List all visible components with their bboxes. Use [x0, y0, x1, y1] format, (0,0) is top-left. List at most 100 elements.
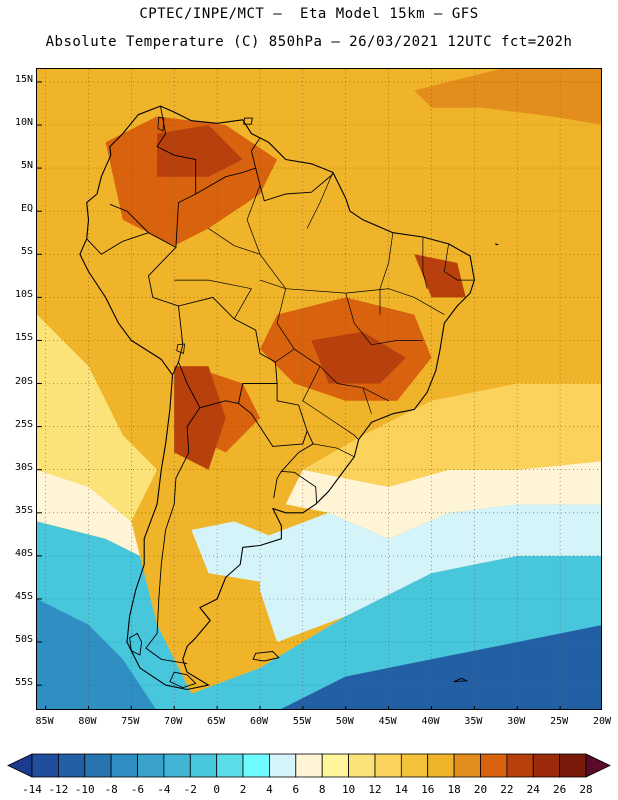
field-pacific-band-10 — [37, 314, 158, 522]
colorbar-tick-label: -2 — [183, 783, 197, 796]
colorbar-swatch — [321, 753, 350, 778]
field-atlantic-cool-4 — [260, 504, 601, 643]
colorbar-swatch — [506, 753, 534, 778]
country-border — [195, 137, 261, 195]
country-border — [273, 471, 282, 499]
colorbar-swatch — [84, 753, 112, 778]
colorbar-low-arrow — [7, 753, 33, 778]
temperature-fields — [37, 69, 601, 709]
field-pampas-cool — [191, 521, 278, 582]
colorbar-tick-label: 20 — [473, 783, 488, 796]
colorbar-tick-label: 16 — [421, 783, 435, 796]
colorbar-swatch — [110, 753, 138, 778]
colorbar-swatch — [480, 753, 508, 778]
map-panel — [36, 68, 602, 710]
lon-tick-label: 25W — [550, 716, 569, 727]
continent-coastline — [79, 105, 475, 691]
lon-tick-label: 45W — [378, 716, 397, 727]
lon-tick-label: 60W — [249, 716, 268, 727]
colorbar-swatch — [216, 753, 244, 778]
lat-tick-label: 40S — [14, 547, 33, 559]
colorbar-swatch — [31, 753, 59, 778]
state-border — [306, 172, 334, 229]
lon-tick-label: 75W — [121, 716, 140, 727]
colorbar-tick-label: -12 — [48, 783, 69, 796]
field-brazil-hot-24 — [311, 331, 406, 384]
colorbar-tick-label: 14 — [394, 783, 408, 796]
colorbar-tick-label: -4 — [157, 783, 171, 796]
colorbar-tick-label: -14 — [22, 783, 42, 796]
colorbar-swatch — [163, 753, 191, 778]
state-border — [313, 443, 355, 458]
colorbar-tick-label: 18 — [447, 783, 461, 796]
title-model: CPTEC/INPE/MCT – Eta Model 15km – GFS — [139, 6, 479, 22]
lat-tick-label: 20S — [14, 375, 33, 387]
lat-tick-label: 5S — [20, 246, 33, 258]
lat-tick-label: 35S — [14, 504, 33, 516]
island-outline — [169, 671, 197, 689]
country-border — [145, 407, 201, 665]
state-border — [422, 237, 428, 289]
field-atlantic-cool-6 — [285, 461, 601, 539]
colorbar — [7, 753, 611, 778]
lat-tick-label: 45S — [14, 590, 33, 602]
colorbar-tick-label: 0 — [213, 783, 220, 796]
lon-tick-label: 55W — [292, 716, 311, 727]
state-border — [208, 228, 261, 255]
state-border — [443, 243, 475, 281]
island-outline — [453, 677, 469, 683]
colorbar-tick-label: 8 — [318, 783, 326, 796]
colorbar-swatch — [268, 753, 297, 778]
state-border — [302, 366, 359, 440]
lat-tick-label: 30S — [14, 461, 33, 473]
colorbar-tick-label: 2 — [239, 783, 247, 796]
colorbar-swatch — [348, 753, 376, 778]
lon-tick-label: 85W — [35, 716, 54, 727]
lon-tick-label: 80W — [78, 716, 97, 727]
colorbar-swatch — [532, 753, 561, 778]
colorbar-tick-label: 22 — [500, 783, 514, 796]
lon-tick-label: 30W — [507, 716, 526, 727]
colorbar-swatch — [400, 753, 429, 778]
lake-outline — [176, 343, 185, 354]
field-andes-hot-24 — [174, 366, 226, 470]
lat-tick-label: 15S — [14, 332, 33, 344]
colorbar-tick-label: -8 — [104, 783, 118, 796]
lat-tick-label: 5N — [20, 160, 33, 172]
lat-tick-label: 10S — [14, 289, 33, 301]
lat-tick-label: 15N — [14, 73, 33, 85]
colorbar-tick-label: 10 — [341, 783, 356, 796]
island-outline — [494, 243, 500, 246]
country-border — [255, 167, 334, 202]
field-northeast-hot-24 — [414, 254, 466, 298]
field-southern-ocean-minus8 — [281, 625, 601, 709]
state-border — [174, 279, 252, 320]
map-svg — [37, 69, 601, 709]
state-border — [379, 232, 394, 315]
field-southern-ocean-minus4 — [37, 599, 156, 709]
state-border — [362, 387, 372, 414]
colorbar-swatch — [374, 753, 402, 778]
state-border — [345, 293, 423, 346]
colorbar-tick-label: 12 — [368, 783, 382, 796]
lake-outline — [157, 116, 165, 132]
lat-tick-label: 25S — [14, 418, 33, 430]
colorbar-high-arrow — [585, 753, 611, 778]
field-continent-22 — [105, 116, 278, 246]
colorbar-swatch — [137, 753, 165, 778]
field-north-atlantic-warm-band — [414, 69, 601, 125]
colorbar-tick-label: 28 — [579, 783, 593, 796]
colorbar-swatch — [242, 753, 270, 778]
field-pacific-cool-6 — [37, 469, 140, 556]
lon-tick-label: 40W — [421, 716, 440, 727]
colorbar-swatch — [189, 753, 218, 778]
island-outline — [129, 632, 143, 656]
colorbar-tick-label: 6 — [292, 783, 300, 796]
lat-tick-label: EQ — [20, 203, 33, 215]
colorbar-tick-label: 24 — [526, 783, 540, 796]
colorbar-tick-label: 4 — [266, 783, 273, 796]
lon-tick-label: 65W — [207, 716, 226, 727]
state-border — [275, 348, 295, 363]
lon-tick-label: 20W — [592, 716, 612, 727]
lat-tick-label: 50S — [14, 634, 33, 646]
